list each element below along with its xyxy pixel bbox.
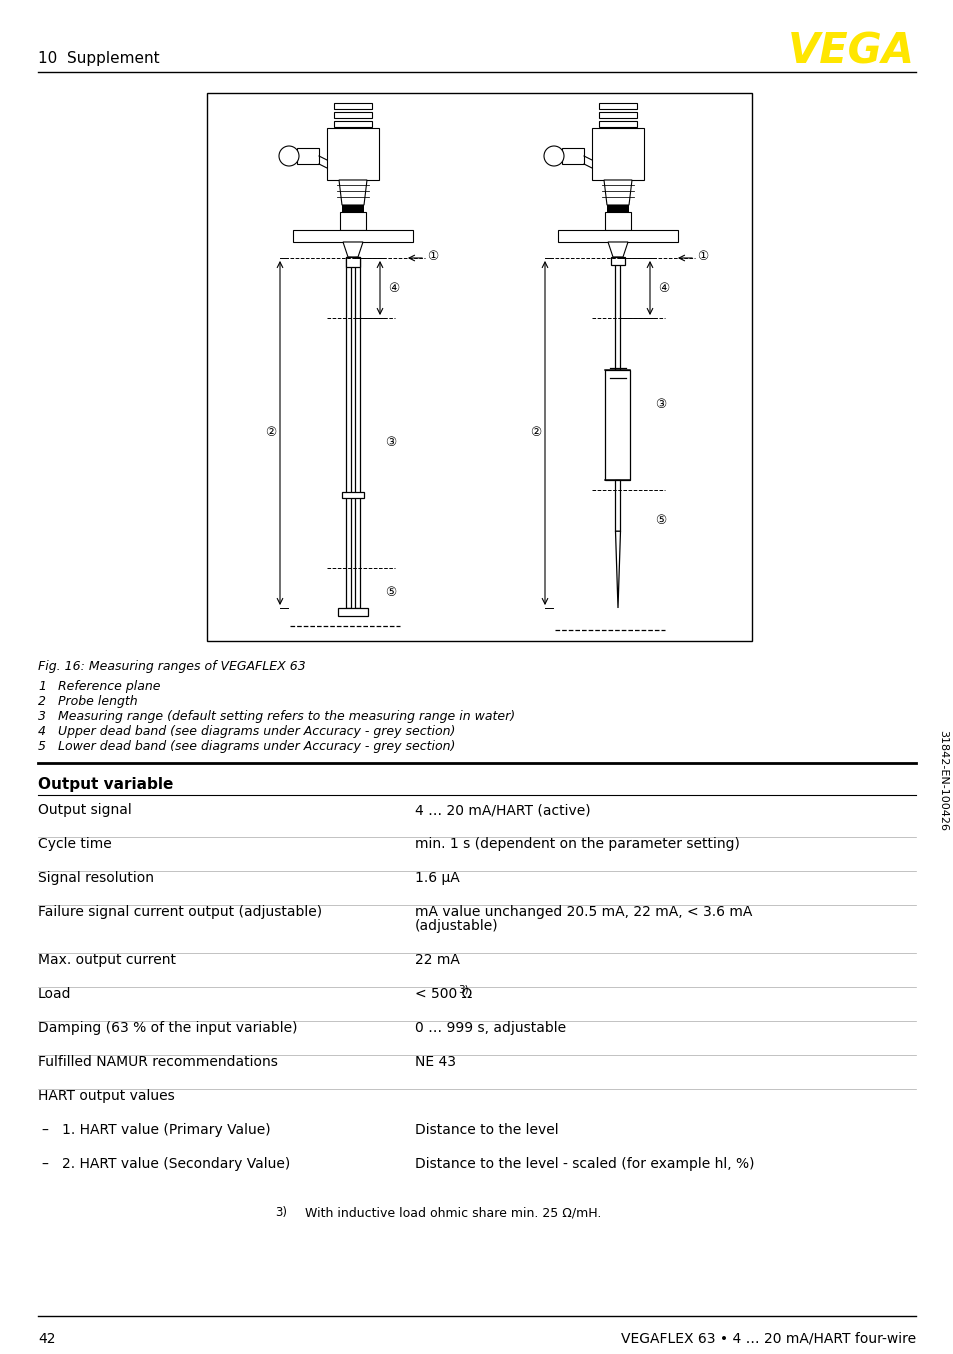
Text: ②: ② (265, 427, 275, 440)
Text: Distance to the level - scaled (for example hl, %): Distance to the level - scaled (for exam… (415, 1158, 754, 1171)
Bar (334, 103, 372, 110)
Text: Reference plane: Reference plane (58, 680, 160, 693)
Bar (296, 148, 318, 164)
Text: 5: 5 (38, 741, 46, 753)
Text: VEGA: VEGA (787, 31, 914, 73)
Polygon shape (607, 242, 627, 257)
Text: 22 mA: 22 mA (415, 953, 459, 967)
Text: (adjustable): (adjustable) (415, 919, 498, 933)
Text: 3): 3) (274, 1206, 287, 1219)
Polygon shape (603, 180, 631, 204)
Circle shape (543, 146, 563, 167)
Bar (598, 112, 637, 118)
Bar (207, 93, 751, 640)
Bar (293, 230, 413, 242)
Bar (346, 257, 359, 267)
Bar (592, 129, 643, 180)
Text: With inductive load ohmic share min. 25 Ω/mH.: With inductive load ohmic share min. 25 … (305, 1206, 600, 1219)
Bar (558, 230, 678, 242)
Text: Fulfilled NAMUR recommendations: Fulfilled NAMUR recommendations (38, 1055, 277, 1070)
Text: 1: 1 (38, 680, 46, 693)
Text: Output signal: Output signal (38, 803, 132, 816)
Text: 31842-EN-100426: 31842-EN-100426 (937, 730, 947, 830)
Text: HART output values: HART output values (38, 1089, 174, 1104)
Text: < 500 Ω: < 500 Ω (415, 987, 472, 1001)
Bar (334, 121, 372, 127)
Polygon shape (343, 242, 363, 257)
Text: Measuring range (default setting refers to the measuring range in water): Measuring range (default setting refers … (58, 709, 515, 723)
Bar (337, 608, 368, 616)
Text: Cycle time: Cycle time (38, 837, 112, 852)
Bar (615, 481, 619, 531)
Bar (598, 121, 637, 127)
Text: 3): 3) (458, 984, 469, 995)
Text: Signal resolution: Signal resolution (38, 871, 153, 886)
Text: 4 … 20 mA/HART (active): 4 … 20 mA/HART (active) (415, 803, 590, 816)
Text: 42: 42 (38, 1332, 55, 1346)
Text: Probe length: Probe length (58, 695, 137, 708)
Bar (606, 204, 628, 213)
Text: 10  Supplement: 10 Supplement (38, 50, 159, 65)
Bar (610, 257, 624, 265)
Text: ③: ③ (385, 436, 395, 450)
Bar (355, 257, 359, 608)
Text: Max. output current: Max. output current (38, 953, 175, 967)
Text: VEGAFLEX 63 • 4 … 20 mA/HART four-wire: VEGAFLEX 63 • 4 … 20 mA/HART four-wire (620, 1332, 915, 1346)
Text: 2: 2 (38, 695, 46, 708)
Text: Output variable: Output variable (38, 777, 173, 792)
Polygon shape (615, 531, 619, 608)
Bar (615, 257, 619, 370)
Bar (341, 204, 364, 213)
Text: 0 … 999 s, adjustable: 0 … 999 s, adjustable (415, 1021, 565, 1034)
Circle shape (278, 146, 298, 167)
Bar (334, 112, 372, 118)
Bar (598, 103, 637, 110)
Text: Lower dead band (see diagrams under Accuracy - grey section): Lower dead band (see diagrams under Accu… (58, 741, 455, 753)
Text: mA value unchanged 20.5 mA, 22 mA, < 3.6 mA: mA value unchanged 20.5 mA, 22 mA, < 3.6… (415, 904, 752, 919)
Text: ③: ③ (655, 398, 665, 410)
Text: Upper dead band (see diagrams under Accuracy - grey section): Upper dead band (see diagrams under Accu… (58, 724, 455, 738)
Text: 4: 4 (38, 724, 46, 738)
Text: ①: ① (697, 250, 707, 264)
Text: NE 43: NE 43 (415, 1055, 456, 1070)
Text: ④: ④ (658, 282, 669, 295)
Text: ④: ④ (388, 282, 399, 295)
Text: Failure signal current output (adjustable): Failure signal current output (adjustabl… (38, 904, 322, 919)
Text: –   2. HART value (Secondary Value): – 2. HART value (Secondary Value) (42, 1158, 290, 1171)
Text: Distance to the level: Distance to the level (415, 1122, 558, 1137)
Bar (604, 213, 630, 230)
Text: Load: Load (38, 987, 71, 1001)
Text: ①: ① (427, 250, 437, 264)
Text: –   1. HART value (Primary Value): – 1. HART value (Primary Value) (42, 1122, 271, 1137)
Text: 3: 3 (38, 709, 46, 723)
Polygon shape (338, 180, 367, 204)
Bar (339, 213, 366, 230)
Bar (346, 257, 351, 608)
Text: 1.6 μA: 1.6 μA (415, 871, 459, 886)
Text: Damping (63 % of the input variable): Damping (63 % of the input variable) (38, 1021, 297, 1034)
Text: ⑤: ⑤ (655, 513, 665, 527)
Bar (605, 370, 630, 481)
Text: min. 1 s (dependent on the parameter setting): min. 1 s (dependent on the parameter set… (415, 837, 740, 852)
Bar (327, 129, 378, 180)
Bar (561, 148, 583, 164)
Text: Fig. 16: Measuring ranges of VEGAFLEX 63: Fig. 16: Measuring ranges of VEGAFLEX 63 (38, 659, 305, 673)
Bar (341, 492, 364, 498)
Text: ⑤: ⑤ (385, 586, 395, 600)
Text: ②: ② (529, 427, 540, 440)
